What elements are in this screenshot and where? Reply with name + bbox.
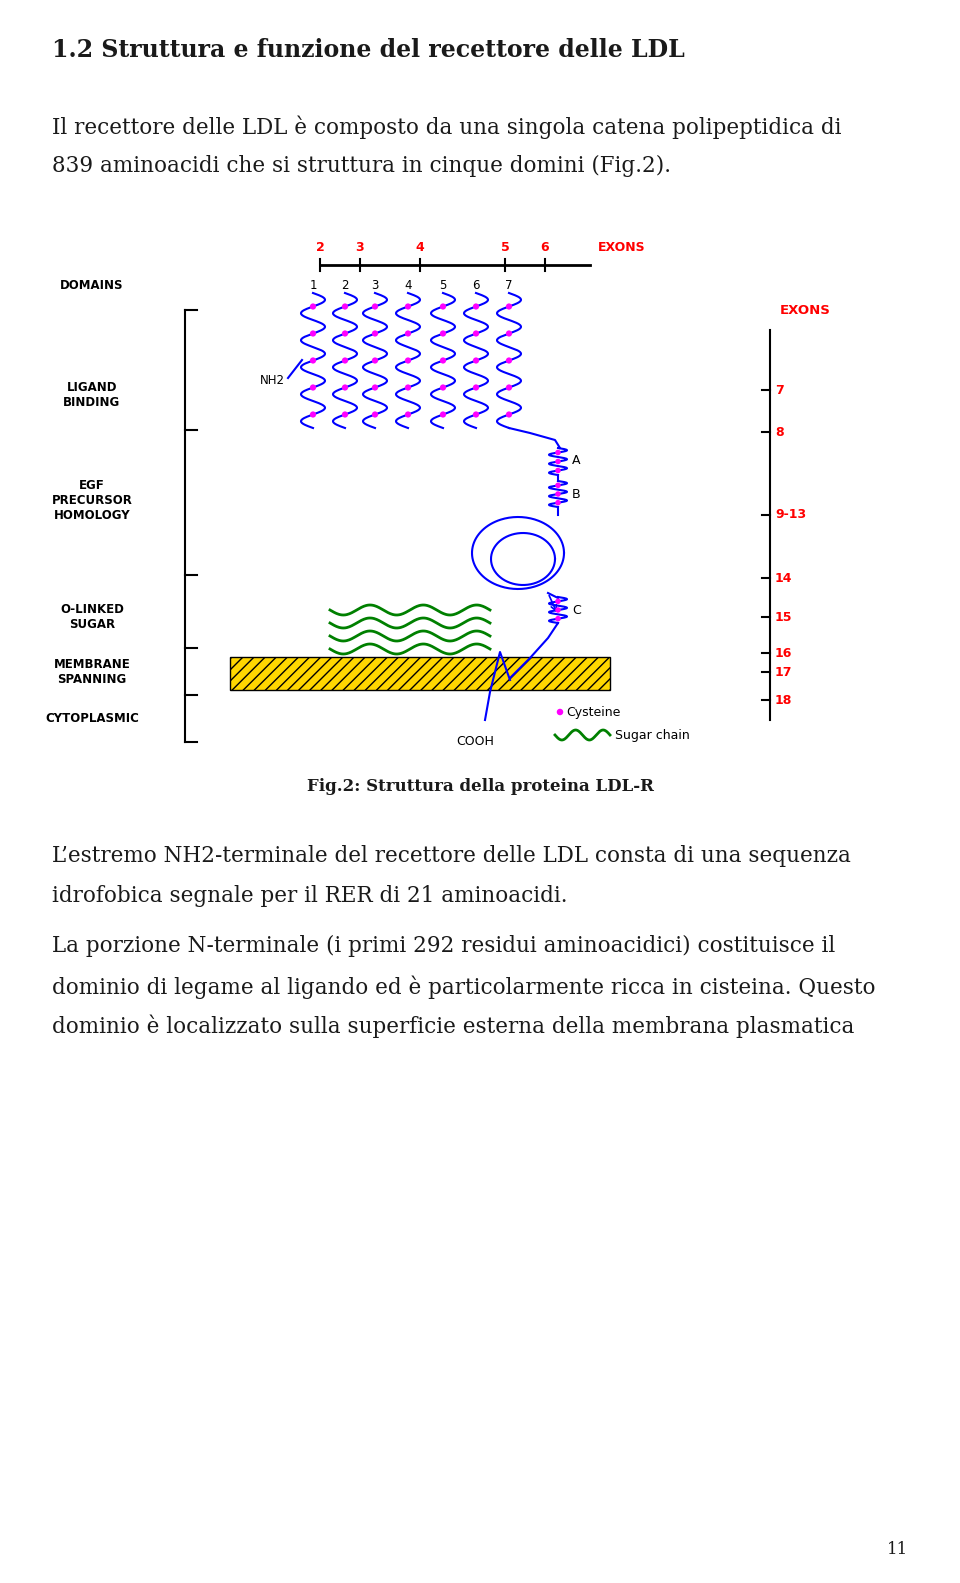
Text: 14: 14	[775, 571, 793, 584]
Point	[400, 375, 416, 400]
Text: 4: 4	[416, 241, 424, 253]
Text: EXONS: EXONS	[780, 304, 830, 317]
Text: 839 aminoacidi che si struttura in cinque domini (Fig.2).: 839 aminoacidi che si struttura in cinqu…	[52, 155, 671, 177]
Text: Fig.2: Struttura della proteina LDL-R: Fig.2: Struttura della proteina LDL-R	[306, 777, 654, 795]
Text: L’estremo NH2-terminale del recettore delle LDL consta di una sequenza: L’estremo NH2-terminale del recettore de…	[52, 845, 851, 867]
Point	[368, 294, 383, 320]
Text: 11: 11	[887, 1540, 908, 1558]
Text: MEMBRANE
SPANNING: MEMBRANE SPANNING	[54, 659, 131, 685]
Text: 8: 8	[775, 426, 783, 438]
Point	[552, 700, 567, 725]
Text: 9-13: 9-13	[775, 508, 806, 521]
Text: Cysteine: Cysteine	[566, 706, 620, 719]
Text: La porzione N-terminale (i primi 292 residui aminoacidici) costituisce il: La porzione N-terminale (i primi 292 res…	[52, 936, 835, 958]
Point	[305, 294, 321, 320]
Text: A: A	[572, 453, 581, 467]
Bar	[230, 657, 610, 690]
Point	[435, 348, 450, 374]
Point	[550, 457, 565, 483]
Text: 1: 1	[309, 279, 317, 291]
Text: 4: 4	[404, 279, 412, 291]
Point	[468, 294, 484, 320]
Text: 3: 3	[372, 279, 378, 291]
Point	[435, 321, 450, 347]
Text: NH2: NH2	[260, 374, 285, 386]
Point	[435, 294, 450, 320]
Point	[368, 321, 383, 347]
Point	[337, 321, 352, 347]
Point	[305, 402, 321, 427]
Point	[400, 348, 416, 374]
Text: CYTOPLASMIC: CYTOPLASMIC	[45, 711, 139, 725]
Point	[501, 321, 516, 347]
Point	[501, 402, 516, 427]
Text: EXONS: EXONS	[598, 241, 646, 253]
Point	[305, 348, 321, 374]
Point	[501, 348, 516, 374]
Text: Il recettore delle LDL è composto da una singola catena polipeptidica di: Il recettore delle LDL è composto da una…	[52, 116, 842, 138]
Text: 15: 15	[775, 611, 793, 624]
Point	[435, 402, 450, 427]
Text: C: C	[572, 603, 581, 616]
Text: 6: 6	[472, 279, 480, 291]
Point	[400, 402, 416, 427]
Point	[550, 473, 565, 499]
Text: EGF
PRECURSOR
HOMOLOGY: EGF PRECURSOR HOMOLOGY	[52, 478, 132, 521]
Text: DOMAINS: DOMAINS	[60, 279, 124, 291]
Point	[305, 375, 321, 400]
Point	[368, 348, 383, 374]
Point	[337, 294, 352, 320]
Text: dominio di legame al ligando ed è particolarmente ricca in cisteina. Questo: dominio di legame al ligando ed è partic…	[52, 975, 876, 999]
Text: 16: 16	[775, 646, 792, 660]
Point	[468, 402, 484, 427]
Text: B: B	[572, 488, 581, 500]
Text: 5: 5	[440, 279, 446, 291]
Text: COOH: COOH	[456, 735, 494, 749]
Point	[435, 375, 450, 400]
Point	[468, 321, 484, 347]
Point	[400, 294, 416, 320]
Point	[550, 589, 565, 614]
Point	[337, 348, 352, 374]
Text: 2: 2	[316, 241, 324, 253]
Point	[501, 294, 516, 320]
Point	[501, 375, 516, 400]
Text: 18: 18	[775, 693, 792, 706]
Point	[400, 321, 416, 347]
Point	[550, 491, 565, 516]
Point	[550, 440, 565, 465]
Point	[550, 597, 565, 622]
Text: 17: 17	[775, 665, 793, 679]
Point	[550, 450, 565, 475]
Text: 3: 3	[356, 241, 364, 253]
Text: 7: 7	[775, 383, 783, 396]
Point	[550, 606, 565, 632]
Point	[368, 402, 383, 427]
Text: O-LINKED
SUGAR: O-LINKED SUGAR	[60, 603, 124, 632]
Point	[368, 375, 383, 400]
Text: 1.2 Struttura e funzione del recettore delle LDL: 1.2 Struttura e funzione del recettore d…	[52, 38, 684, 62]
Point	[468, 348, 484, 374]
Text: idrofobica segnale per il RER di 21 aminoacidi.: idrofobica segnale per il RER di 21 amin…	[52, 885, 567, 907]
Text: 6: 6	[540, 241, 549, 253]
Point	[337, 375, 352, 400]
Text: Sugar chain: Sugar chain	[615, 728, 689, 741]
Point	[550, 481, 565, 507]
Text: dominio è localizzato sulla superficie esterna della membrana plasmatica: dominio è localizzato sulla superficie e…	[52, 1015, 854, 1038]
Point	[337, 402, 352, 427]
Point	[305, 321, 321, 347]
Text: LIGAND
BINDING: LIGAND BINDING	[63, 382, 121, 408]
Text: 5: 5	[500, 241, 510, 253]
Text: 7: 7	[505, 279, 513, 291]
Point	[468, 375, 484, 400]
Text: 2: 2	[341, 279, 348, 291]
